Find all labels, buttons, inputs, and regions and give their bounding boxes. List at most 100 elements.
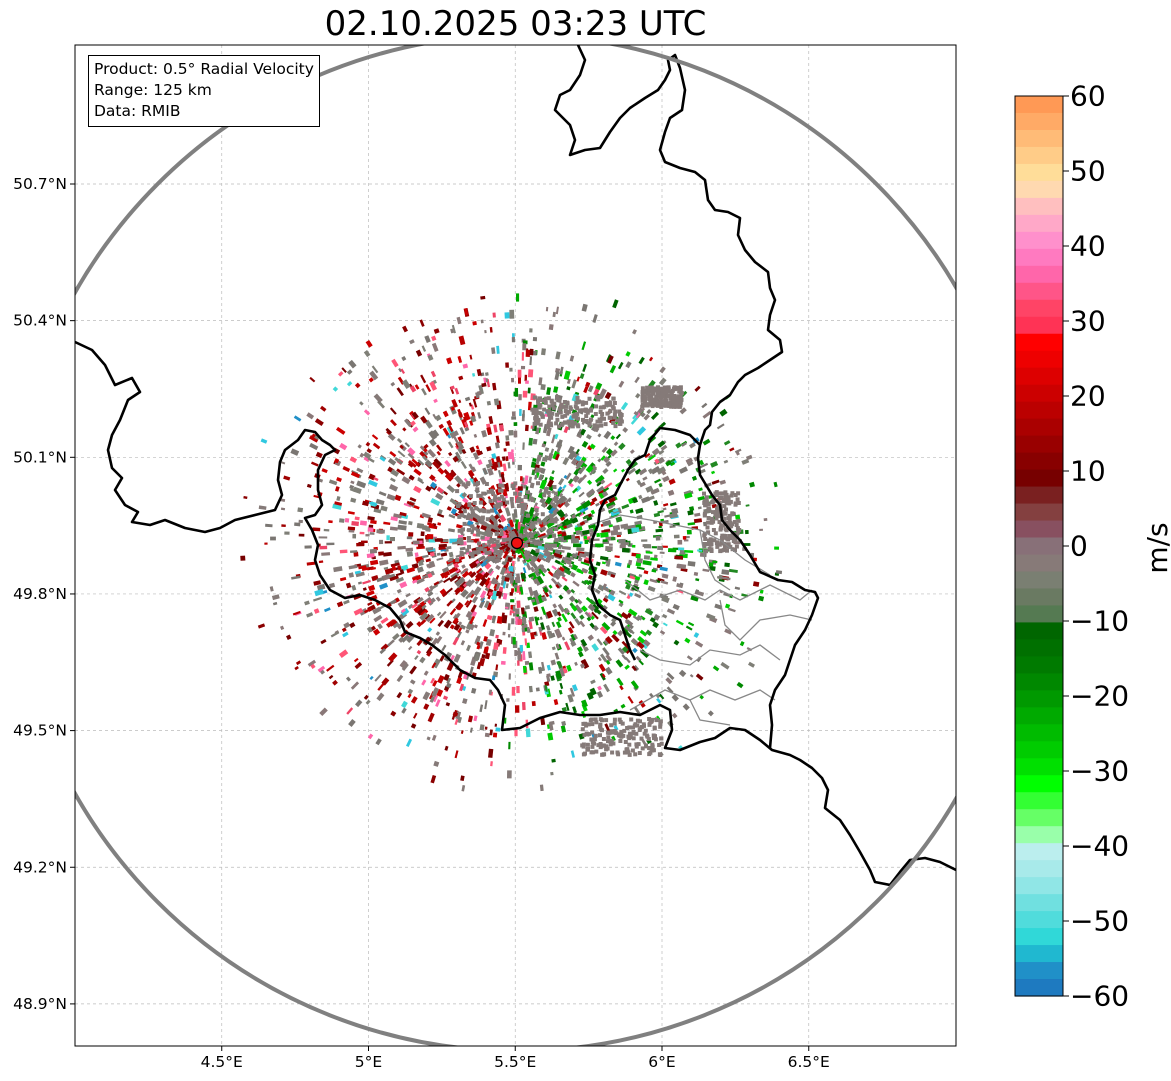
echo-gate — [643, 728, 648, 733]
echo-gate — [462, 497, 469, 504]
echo-gate — [657, 440, 666, 448]
echo-gate — [541, 606, 547, 616]
echo-gate — [650, 744, 655, 749]
echo-gate — [662, 389, 667, 394]
echo-gate — [602, 586, 610, 593]
colorbar-segment — [1015, 894, 1063, 912]
echo-gate — [563, 525, 568, 529]
echo-gate — [592, 741, 597, 746]
echo-gate — [605, 460, 612, 468]
echo-gate — [558, 477, 565, 486]
echo-gate — [534, 412, 538, 417]
echo-gate — [528, 616, 535, 622]
echo-gate — [676, 563, 681, 569]
echo-gate — [279, 625, 285, 630]
echo-gate — [345, 582, 352, 589]
echo-gate — [599, 555, 609, 561]
colorbar-segment — [1015, 180, 1063, 199]
echo-gate — [592, 737, 597, 742]
echo-gate — [698, 487, 703, 492]
echo-gate — [645, 629, 653, 636]
echo-gate — [423, 450, 429, 456]
echo-gate — [546, 387, 552, 396]
echo-gate — [636, 566, 645, 571]
echo-gate — [694, 589, 700, 595]
echo-gate — [491, 485, 496, 491]
echo-gate — [759, 528, 764, 531]
echo-gate — [714, 510, 719, 514]
echo-gate — [717, 542, 722, 547]
echo-gate — [544, 550, 549, 555]
echo-gate — [545, 610, 554, 619]
echo-gate — [545, 306, 549, 312]
echo-gate — [366, 590, 375, 597]
echo-gate — [566, 419, 571, 424]
echo-gate — [426, 650, 433, 657]
echo-gate — [339, 576, 347, 582]
echo-gate — [561, 576, 568, 582]
echo-gate — [479, 546, 484, 551]
echo-gate — [416, 649, 422, 655]
echo-gate — [525, 728, 531, 738]
echo-gate — [485, 638, 492, 646]
echo-gate — [721, 499, 726, 504]
echo-gate — [655, 528, 664, 533]
echo-gate — [505, 441, 510, 446]
echo-gate — [614, 731, 619, 736]
echo-gate — [535, 581, 541, 586]
echo-gate — [517, 619, 523, 626]
echo-gate — [612, 299, 619, 309]
echo-gate — [729, 493, 734, 498]
echo-gate — [558, 410, 563, 415]
echo-gate — [653, 512, 661, 518]
echo-gate — [523, 529, 527, 533]
echo-gate — [470, 524, 475, 529]
echo-gate — [475, 445, 480, 450]
echo-gate — [348, 359, 357, 369]
colorbar-segment — [1015, 945, 1063, 963]
echo-gate — [484, 562, 492, 570]
echo-gate — [465, 629, 470, 634]
colorbar-segment — [1015, 248, 1063, 267]
echo-gate — [413, 468, 422, 476]
y-axis-ticks: 50.7°N50.4°N50.1°N49.8°N49.5°N49.2°N48.9… — [13, 175, 75, 1013]
echo-gate — [542, 493, 547, 498]
echo-gate — [611, 406, 616, 411]
echo-gate — [450, 406, 456, 411]
echo-gate — [460, 775, 465, 781]
echo-gate — [381, 677, 390, 686]
echo-gate — [406, 500, 415, 506]
echo-gate — [538, 568, 546, 577]
echo-gate — [588, 408, 593, 413]
echo-gate — [501, 614, 508, 624]
echo-gate — [537, 405, 542, 410]
echo-gate — [366, 626, 373, 633]
echo-gate — [640, 496, 651, 504]
echo-gate — [653, 614, 661, 621]
echo-gate — [490, 577, 498, 585]
echo-gate — [365, 339, 373, 348]
echo-gate — [318, 560, 324, 564]
echo-gate — [467, 570, 473, 576]
echo-gate — [710, 461, 719, 468]
echo-gate — [571, 513, 577, 519]
echo-gate — [354, 516, 360, 521]
echo-gate — [397, 599, 408, 608]
echo-gate — [727, 501, 732, 506]
echo-gate — [555, 621, 562, 629]
echo-gate — [711, 528, 716, 532]
echo-gate — [685, 457, 693, 464]
echo-gate — [500, 494, 504, 499]
echo-gate — [463, 416, 467, 422]
echo-gate — [508, 673, 511, 680]
echo-gate — [519, 550, 526, 560]
echo-gate — [424, 335, 431, 344]
echo-gate — [647, 746, 652, 750]
echo-gate — [548, 589, 552, 595]
echo-gate — [711, 498, 716, 503]
echo-gate — [579, 508, 585, 513]
echo-gate — [534, 567, 541, 574]
echo-gate — [640, 386, 645, 391]
colorbar-tick-label: −60 — [1070, 979, 1130, 1013]
echo-gate — [470, 529, 475, 535]
